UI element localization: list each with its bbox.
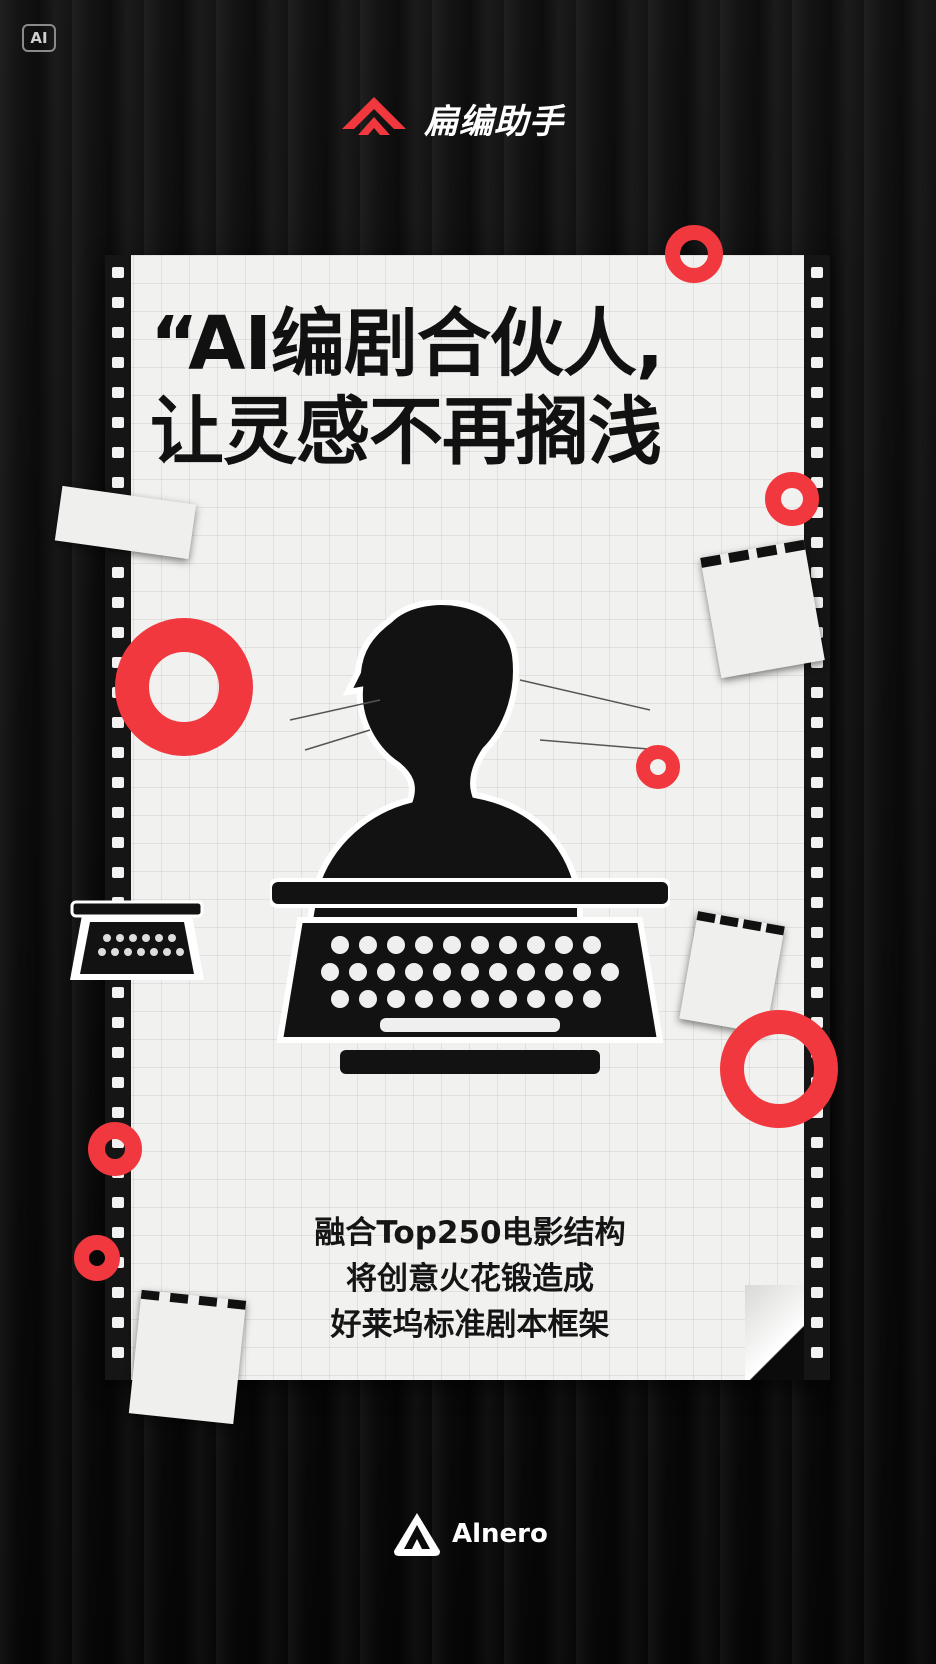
film-perforation — [112, 597, 124, 608]
typewriter-sticker-icon — [70, 900, 204, 980]
film-perforation — [112, 657, 124, 668]
film-perforation — [112, 447, 124, 458]
filmstrip-left — [105, 255, 131, 1380]
film-perforation — [811, 717, 823, 728]
film-perforation — [112, 1017, 124, 1028]
subtext: 融合Top250电影结构 将创意火花锻造成 好莱坞标准剧本框架 — [210, 1210, 730, 1348]
film-perforation — [112, 477, 124, 488]
red-ring — [665, 225, 723, 283]
film-perforation — [112, 1197, 124, 1208]
film-perforation — [811, 1227, 823, 1238]
brand-logo-icon — [342, 97, 406, 135]
film-perforation — [112, 747, 124, 758]
film-perforation — [811, 297, 823, 308]
film-perforation — [811, 837, 823, 848]
film-perforation — [112, 1107, 124, 1118]
filmstrip-right — [804, 255, 830, 1380]
film-perforation — [112, 1317, 124, 1328]
headline-line-2: 让灵感不再搁浅 — [150, 389, 662, 475]
brand-name: 扁编助手 — [424, 101, 564, 142]
film-perforation — [811, 417, 823, 428]
note-sticker — [700, 539, 825, 679]
red-ring — [88, 1122, 142, 1176]
film-perforation — [811, 1347, 823, 1358]
film-perforation — [112, 867, 124, 878]
film-perforation — [811, 357, 823, 368]
film-perforation — [811, 447, 823, 458]
film-perforation — [811, 987, 823, 998]
film-perforation — [112, 267, 124, 278]
film-perforation — [811, 537, 823, 548]
film-perforation — [112, 417, 124, 428]
film-perforation — [811, 927, 823, 938]
brand-header: 扁编助手 — [338, 88, 564, 148]
film-perforation — [811, 1017, 823, 1028]
film-perforation — [112, 777, 124, 788]
film-perforation — [811, 1137, 823, 1148]
film-perforation — [811, 1257, 823, 1268]
film-perforation — [811, 597, 823, 608]
film-perforation — [811, 657, 823, 668]
film-perforation — [112, 627, 124, 638]
film-perforation — [811, 957, 823, 968]
film-perforation — [112, 1077, 124, 1088]
person-silhouette-icon — [270, 600, 670, 1074]
film-perforation — [811, 567, 823, 578]
film-perforation — [112, 297, 124, 308]
film-perforation — [811, 267, 823, 278]
film-perforation — [811, 897, 823, 908]
headline-line-1: “AI编剧合伙人, — [150, 301, 664, 387]
headline: “AI编剧合伙人, 让灵感不再搁浅 — [150, 300, 810, 476]
film-perforation — [811, 477, 823, 488]
red-ring — [636, 745, 680, 789]
film-perforation — [811, 387, 823, 398]
film-perforation — [112, 387, 124, 398]
red-ring — [720, 1010, 838, 1128]
film-perforation — [112, 807, 124, 818]
subtext-line-3: 好莱坞标准剧本框架 — [330, 1307, 610, 1343]
film-perforation — [811, 1167, 823, 1178]
red-ring — [765, 472, 819, 526]
film-perforation — [112, 837, 124, 848]
film-perforation — [811, 777, 823, 788]
film-perforation — [811, 507, 823, 518]
film-perforation — [112, 987, 124, 998]
red-ring — [74, 1235, 120, 1281]
film-perforation — [811, 747, 823, 758]
film-perforation — [112, 717, 124, 728]
film-perforation — [112, 357, 124, 368]
film-perforation — [811, 1317, 823, 1328]
film-perforation — [811, 687, 823, 698]
film-perforation — [811, 867, 823, 878]
film-perforation — [112, 567, 124, 578]
footer-brand: Alnero — [392, 1510, 548, 1558]
film-perforation — [811, 1197, 823, 1208]
film-perforation — [112, 327, 124, 338]
red-ring — [115, 618, 253, 756]
film-perforation — [112, 1347, 124, 1358]
subtext-line-1: 融合Top250电影结构 — [314, 1215, 626, 1251]
film-perforation — [112, 1287, 124, 1298]
film-perforation — [112, 1227, 124, 1238]
alnero-logo-icon — [394, 1513, 440, 1556]
ai-badge: AI — [22, 24, 56, 52]
film-perforation — [112, 1047, 124, 1058]
subtext-line-2: 将创意火花锻造成 — [346, 1261, 594, 1297]
film-perforation — [811, 327, 823, 338]
film-perforation — [811, 1287, 823, 1298]
film-perforation — [811, 807, 823, 818]
footer-brand-name: Alnero — [452, 1519, 548, 1549]
